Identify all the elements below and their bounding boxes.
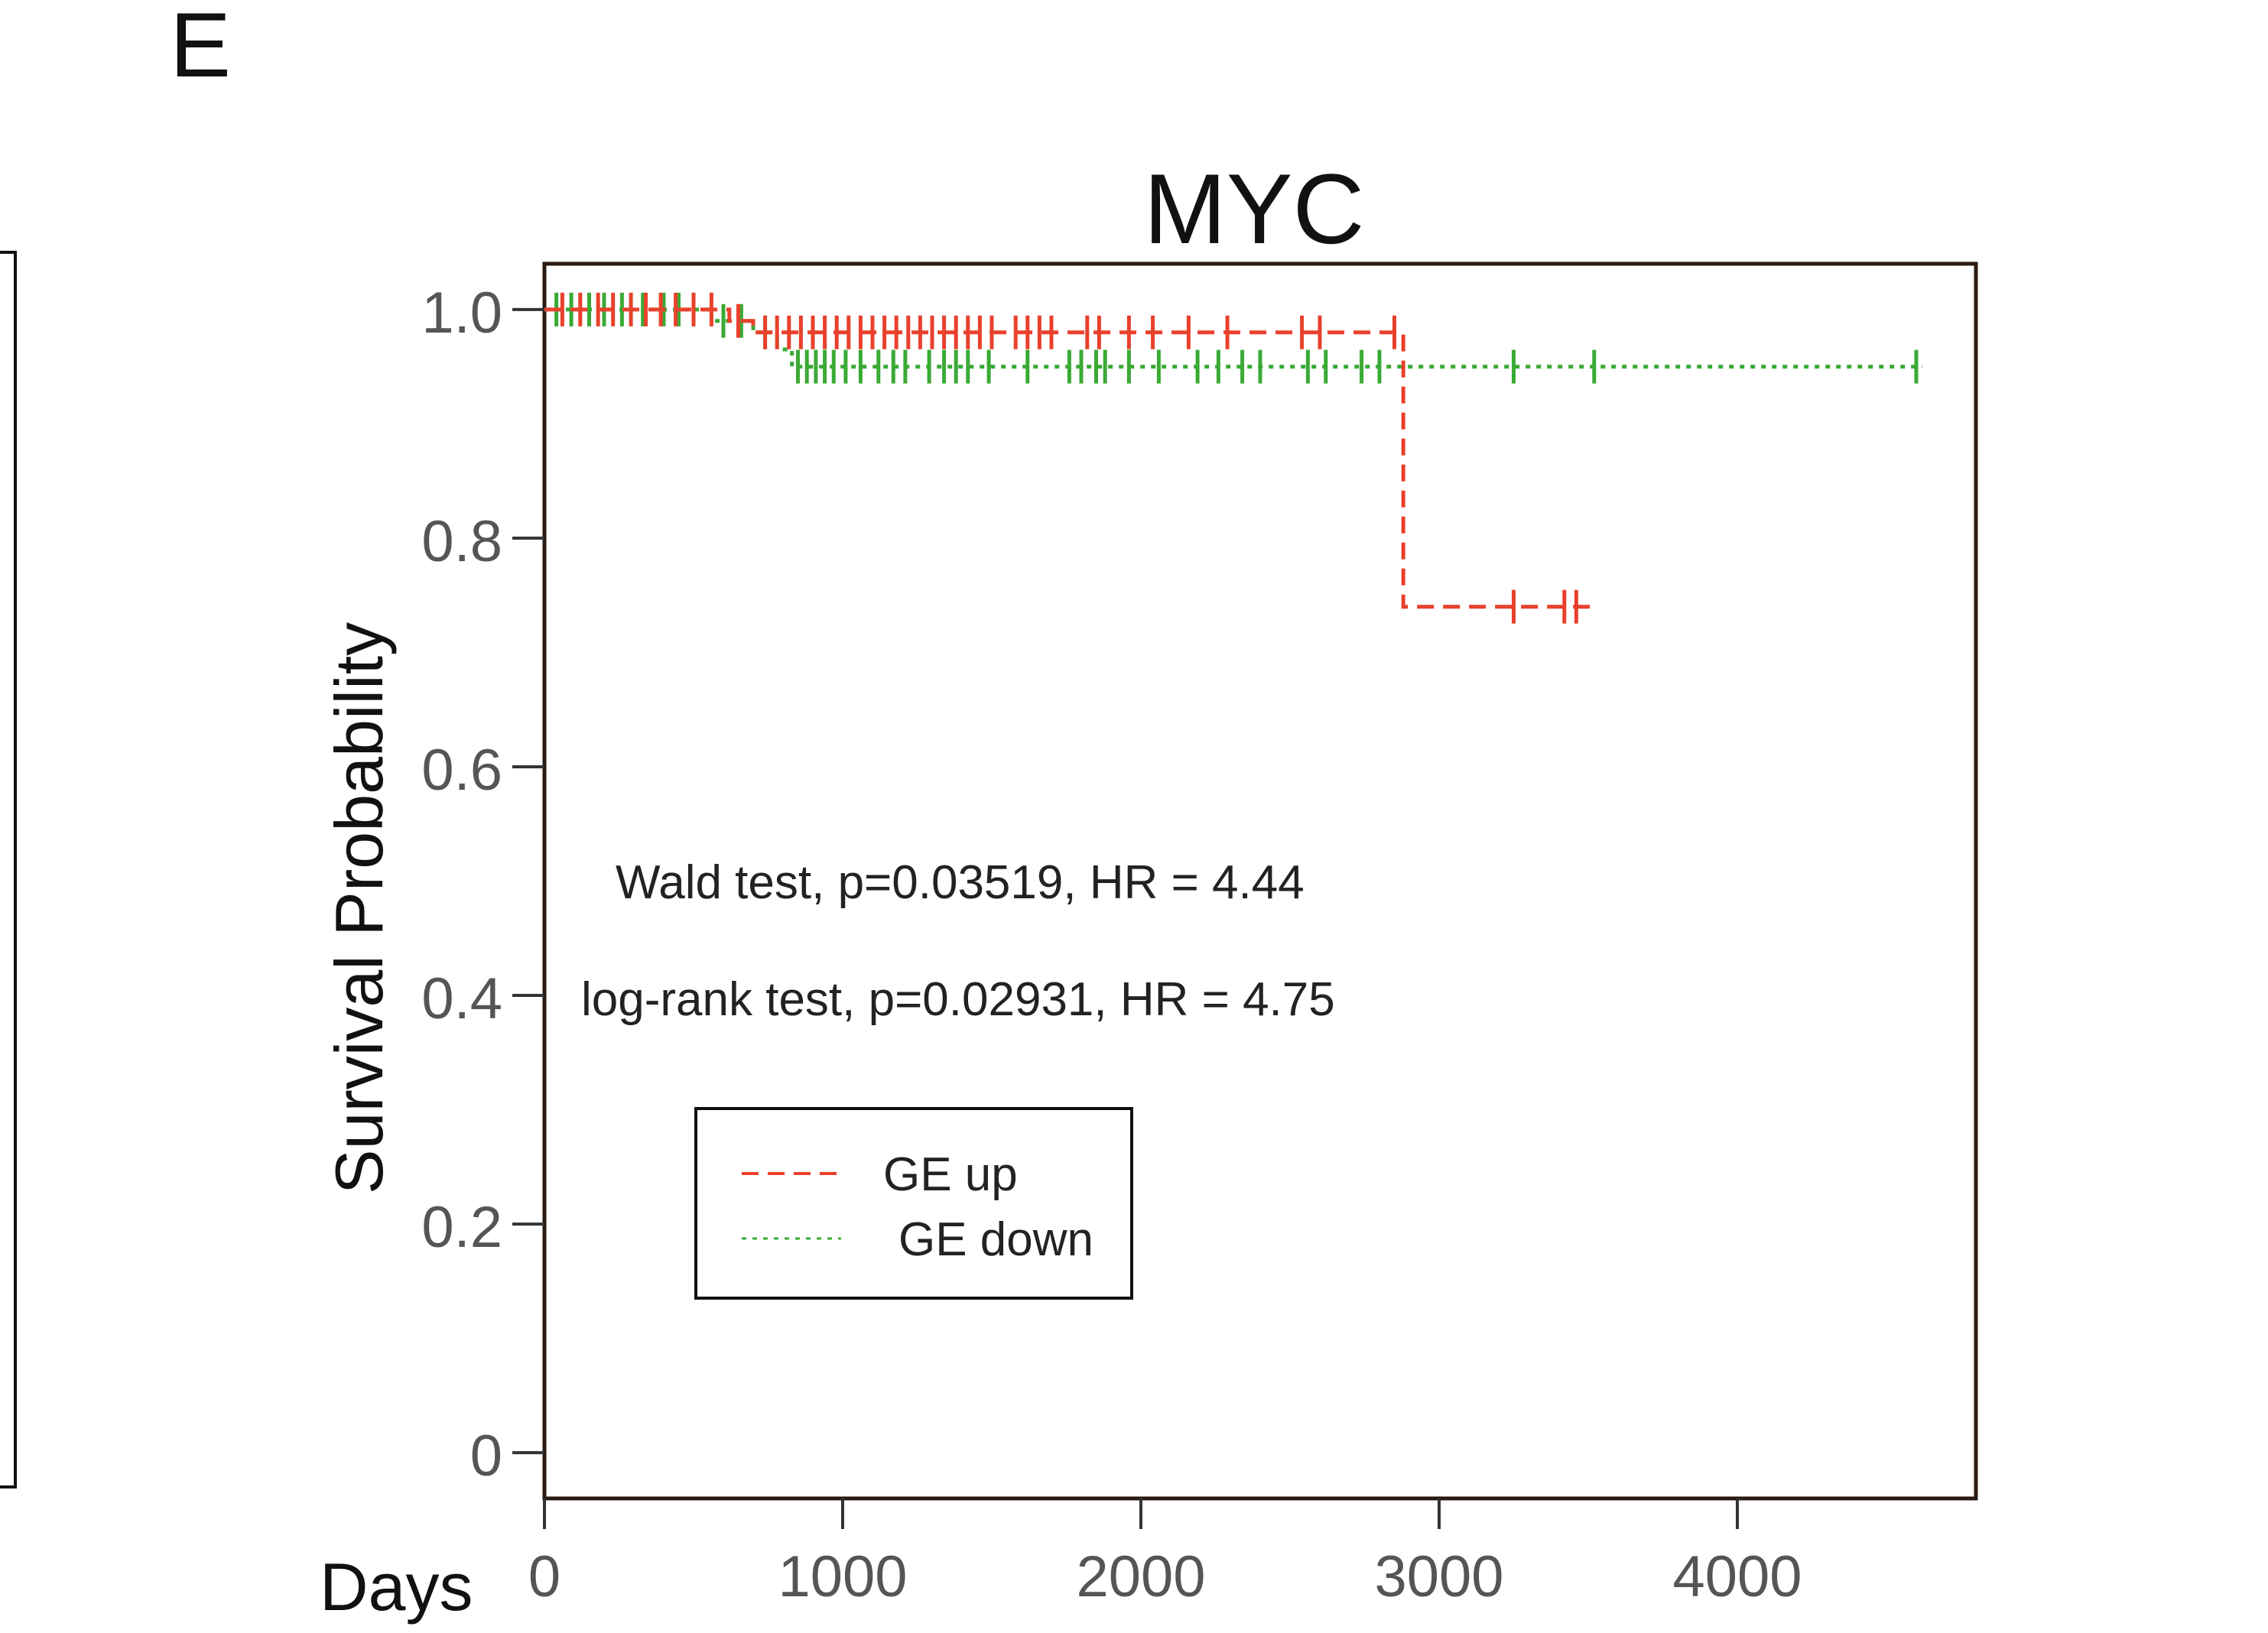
x-tick-label: 4000 [1672, 1544, 1802, 1609]
survival-curve-ge-up [544, 307, 1594, 609]
y-tick-label: 0.2 [421, 1195, 502, 1260]
adjacent-panel-frame [0, 251, 17, 1489]
x-axis: 0 1000 2000 3000 4000 [528, 1498, 1802, 1609]
chart-title: MYC [1144, 153, 1365, 265]
annotation-logrank: log-rank test, p=0.02931, HR = 4.75 [581, 973, 1335, 1026]
x-tick-label: 3000 [1374, 1544, 1503, 1609]
y-tick-label: 0.4 [421, 966, 502, 1031]
survival-curve-ge-down [544, 307, 1922, 369]
legend-frame [694, 1107, 1133, 1300]
x-axis-label: Days [320, 1549, 473, 1625]
y-axis-label: Survival Probability [321, 622, 397, 1194]
y-tick-label: 0.8 [421, 509, 502, 574]
y-tick-label: 0.6 [421, 738, 502, 803]
y-tick-label: 1.0 [421, 281, 502, 346]
plot-frame [542, 261, 1978, 1501]
legend-label-ge-up: GE up [883, 1148, 1018, 1201]
legend-label-ge-down: GE down [898, 1213, 1093, 1266]
series-ge-down [544, 292, 1922, 384]
y-axis: 0 0.2 0.4 0.6 0.8 1.0 [421, 281, 544, 1489]
x-tick-label: 0 [528, 1544, 561, 1609]
y-tick-label: 0 [470, 1424, 502, 1489]
annotation-wald: Wald test, p=0.03519, HR = 4.44 [616, 856, 1305, 909]
x-tick-label: 2000 [1076, 1544, 1205, 1609]
legend: GE up GE down [694, 1107, 1133, 1300]
panel-label: E [170, 0, 231, 96]
series-ge-up [544, 292, 1594, 624]
series-layer [544, 292, 1922, 624]
x-tick-label: 1000 [778, 1544, 907, 1609]
